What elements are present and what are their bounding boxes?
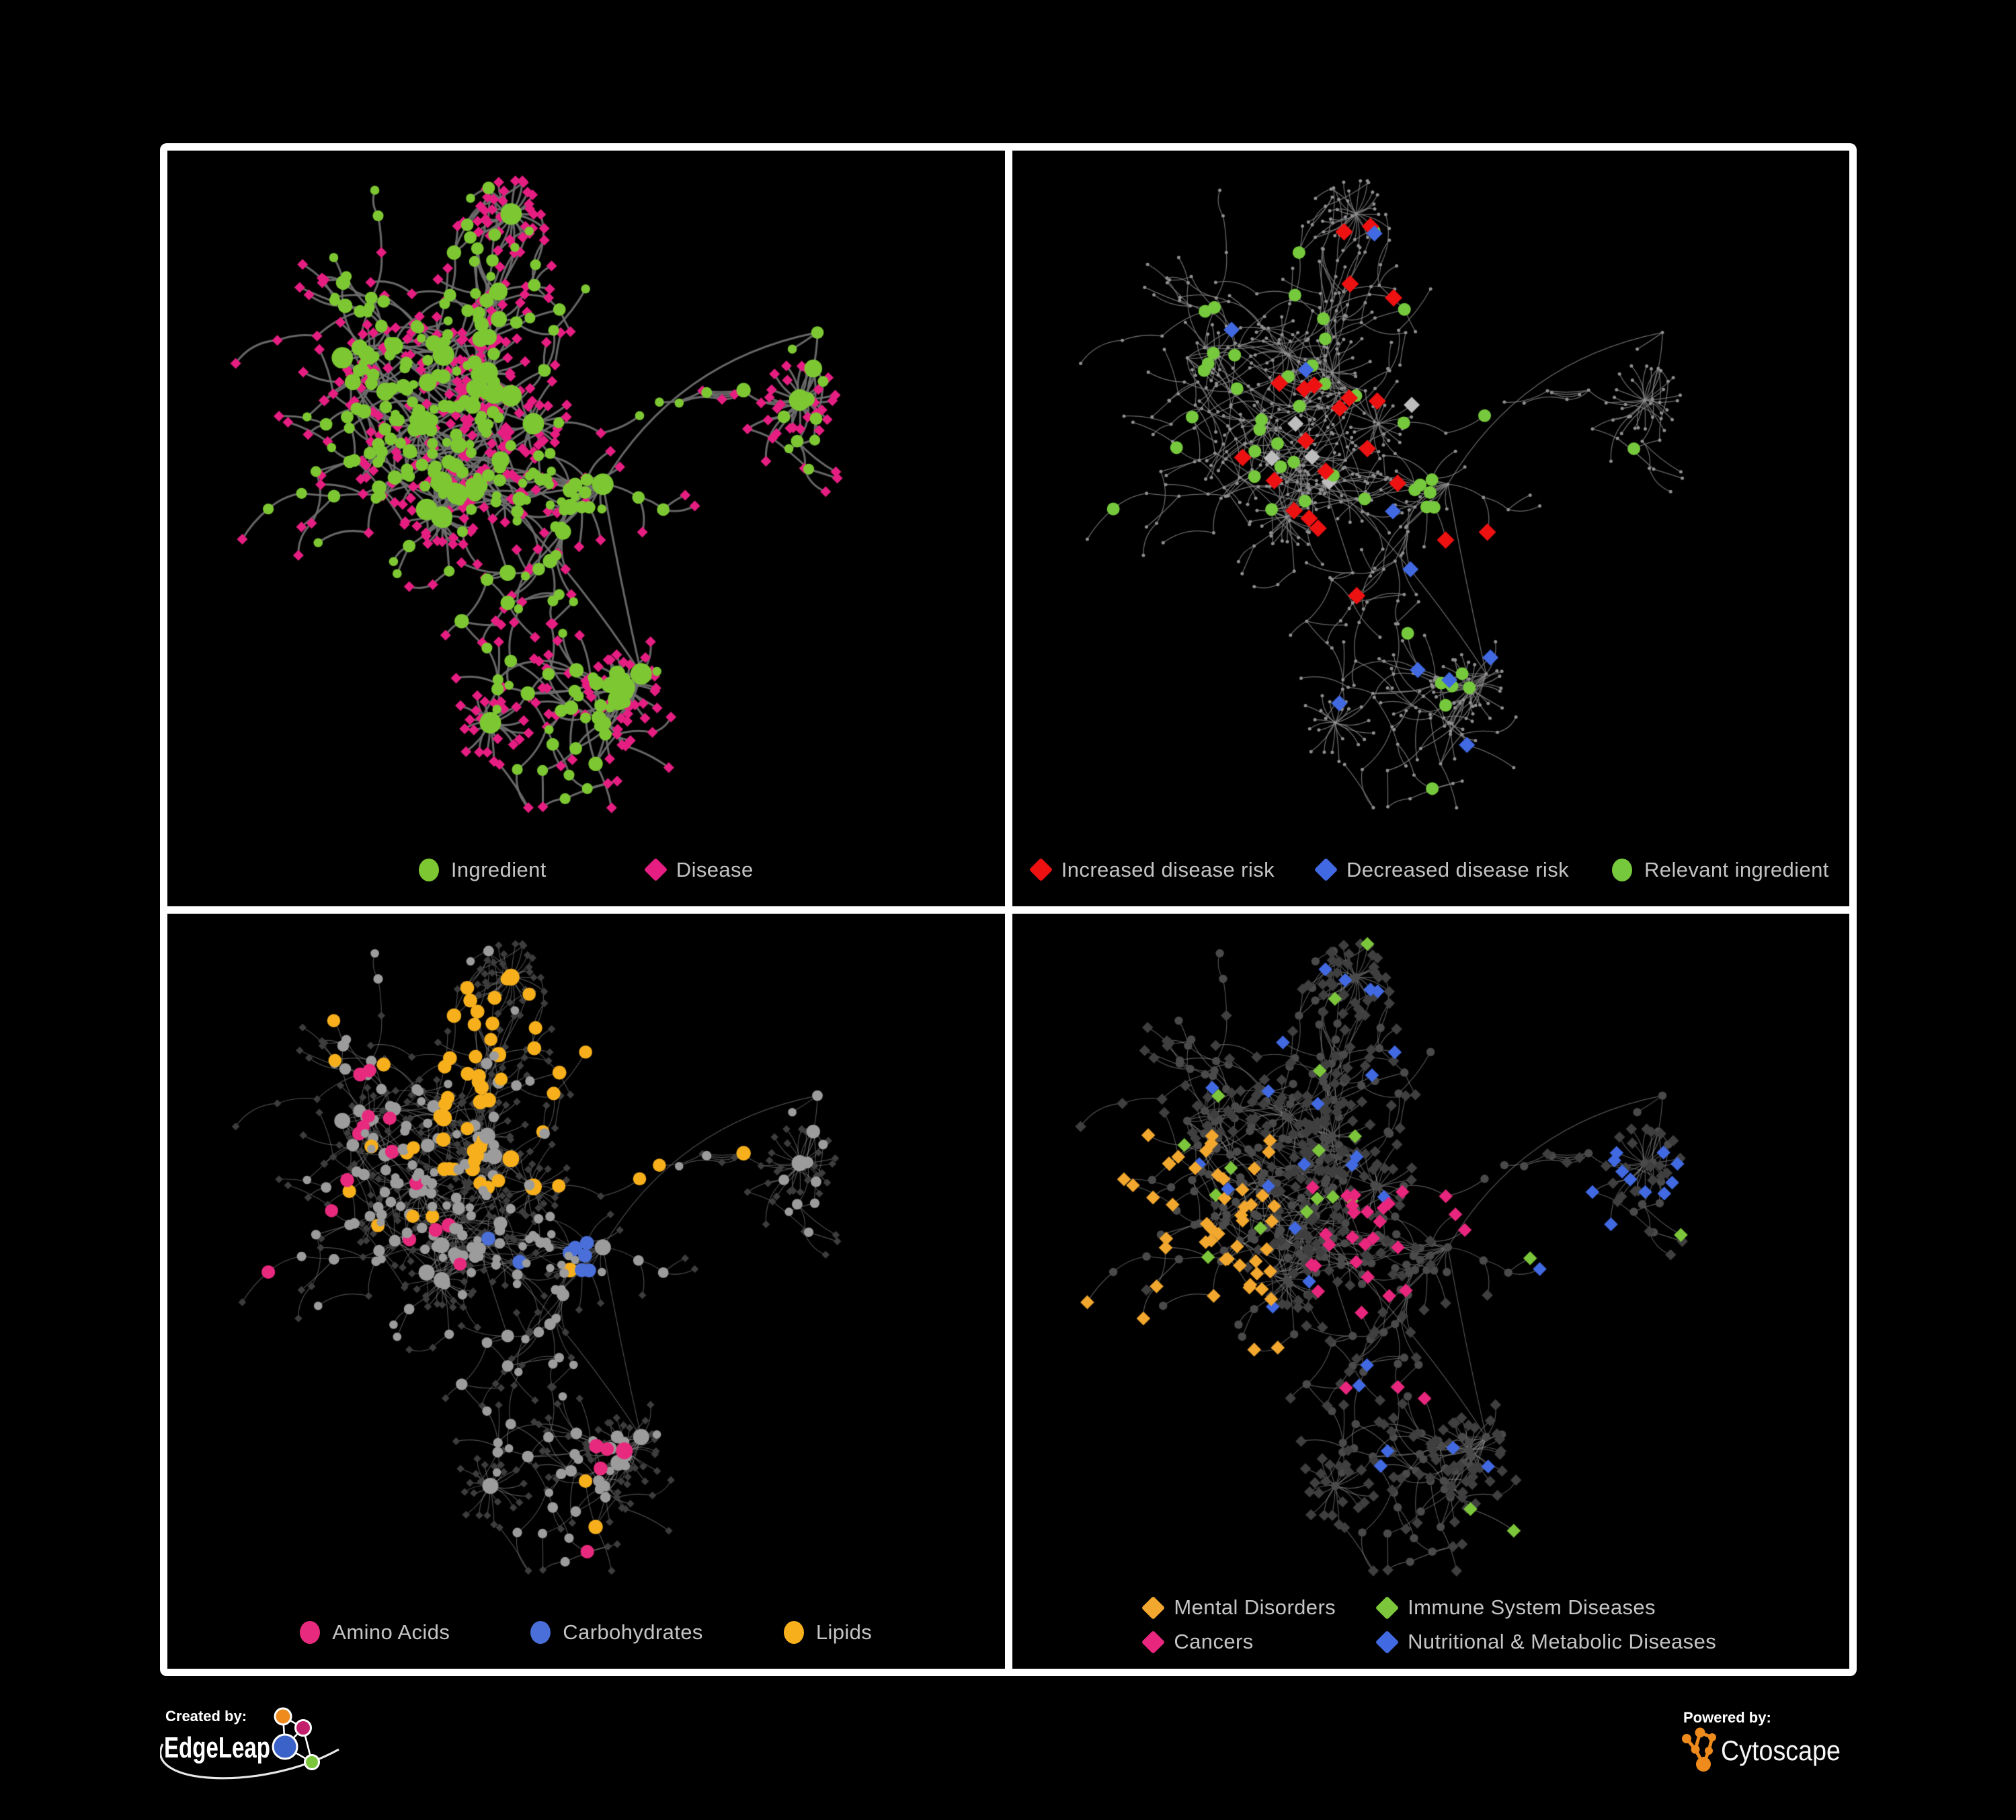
figure-grid: Ingredient Disease Increased disease risk… — [160, 143, 1857, 1676]
legend-item: Immune System Diseases — [1375, 1595, 1716, 1620]
diamond-marker — [1314, 857, 1338, 882]
circle-marker — [530, 1621, 551, 1644]
legend-item: Relevant ingredient — [1612, 858, 1829, 882]
legend-item: Decreased disease risk — [1314, 857, 1570, 882]
legend-item: Amino Acids — [300, 1620, 450, 1645]
panel-disease-risk: Increased disease risk Decreased disease … — [1012, 151, 1850, 906]
diamond-marker — [643, 857, 668, 882]
legend-item: Cancers — [1141, 1630, 1336, 1654]
legend-ingredient-disease: Ingredient Disease — [167, 858, 1005, 882]
edgeleap-logo: Created by: EdgeLeap — [159, 1707, 339, 1780]
network-canvas-disease-risk — [1012, 151, 1849, 906]
legend-label: Cancers — [1174, 1630, 1254, 1653]
legend-label: Increased disease risk — [1061, 857, 1275, 881]
legend-item: Mental Disorders — [1141, 1595, 1336, 1620]
panel-nutrient-classes: Amino Acids Carbohydrates Lipids — [167, 913, 1005, 1669]
legend-item: Ingredient — [418, 857, 547, 882]
edgeleap-node-blue — [272, 1733, 298, 1760]
panel-disease-classes: Mental Disorders Immune System Diseases Ca… — [1012, 913, 1850, 1669]
diamond-marker — [1375, 1630, 1400, 1654]
circle-marker — [783, 1621, 804, 1644]
circle-marker — [1612, 858, 1633, 881]
diamond-marker — [1029, 857, 1053, 882]
legend-item: Nutritional & Metabolic Diseases — [1375, 1630, 1717, 1654]
edgeleap-glyph-nodes — [272, 1707, 320, 1770]
legend-label: Immune System Diseases — [1408, 1595, 1656, 1619]
legend-label: Ingredient — [450, 857, 547, 881]
edgeleap-credit: Created by: EdgeLeap — [159, 1705, 348, 1792]
legend-label: Nutritional & Metabolic Diseases — [1408, 1630, 1717, 1653]
legend-item: Increased disease risk — [1029, 857, 1275, 882]
legend-label: Mental Disorders — [1174, 1595, 1336, 1619]
cytoscape-icon — [1682, 1727, 1716, 1772]
edgeleap-wordmark: EdgeLeap — [164, 1731, 270, 1764]
cytoscape-credit: Powered by: Cytoscape — [1681, 1709, 1857, 1780]
legend-label: Relevant ingredient — [1644, 857, 1829, 881]
legend-label: Disease — [676, 857, 754, 881]
created-by-label: Created by: — [165, 1708, 247, 1725]
edgeleap-node-magenta — [294, 1719, 312, 1737]
network-canvas-disease-classes — [1012, 913, 1849, 1669]
legend-item: Lipids — [783, 1620, 873, 1645]
circle-marker — [418, 858, 439, 881]
cytoscape-wordmark: Cytoscape — [1721, 1735, 1841, 1766]
legend-item: Disease — [643, 857, 754, 882]
legend-label: Carbohydrates — [563, 1620, 703, 1644]
legend-nutrient-classes: Amino Acids Carbohydrates Lipids — [167, 1620, 1005, 1645]
network-canvas-ingredient-disease — [167, 151, 1004, 906]
edgeleap-node-green — [304, 1754, 320, 1770]
network-canvas-nutrient-classes — [167, 913, 1004, 1669]
legend-label: Decreased disease risk — [1346, 857, 1570, 881]
legend-disease-risk: Increased disease risk Decreased disease … — [1012, 858, 1850, 882]
powered-by-label: Powered by: — [1683, 1709, 1771, 1726]
diamond-marker — [1141, 1630, 1166, 1654]
edgeleap-node-orange — [274, 1707, 292, 1726]
panel-ingredient-disease: Ingredient Disease — [167, 151, 1005, 906]
circle-marker — [300, 1621, 321, 1644]
legend-label: Lipids — [815, 1620, 873, 1644]
cytoscape-logo: Powered by: Cytoscape — [1682, 1709, 1841, 1772]
diamond-marker — [1141, 1595, 1166, 1620]
legend-item: Carbohydrates — [530, 1620, 703, 1645]
legend-label: Amino Acids — [332, 1620, 450, 1644]
diamond-marker — [1375, 1595, 1400, 1620]
legend-disease-classes: Mental Disorders Immune System Diseases Ca… — [1012, 1595, 1850, 1654]
